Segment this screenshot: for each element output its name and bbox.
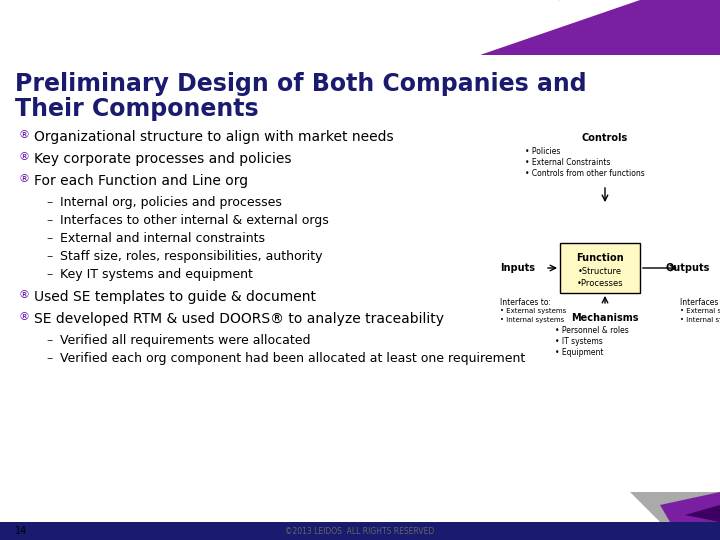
Text: Verified all requirements were allocated: Verified all requirements were allocated [60,334,310,347]
Text: Function: Function [576,253,624,263]
Text: Interfaces to:: Interfaces to: [680,298,720,307]
Text: • Internal systems: • Internal systems [680,317,720,323]
Polygon shape [630,492,720,522]
Text: • Equipment: • Equipment [555,348,603,357]
Text: ®: ® [18,130,29,140]
Text: –: – [46,352,53,365]
Text: –: – [46,250,53,263]
Text: • Personnel & roles: • Personnel & roles [555,326,629,335]
Text: –: – [46,232,53,245]
Text: Used SE templates to guide & document: Used SE templates to guide & document [34,290,316,304]
Text: For each Function and Line org: For each Function and Line org [34,174,248,188]
Text: –: – [46,334,53,347]
Polygon shape [685,505,720,522]
Text: Organizational structure to align with market needs: Organizational structure to align with m… [34,130,394,144]
Text: • Policies: • Policies [525,147,560,156]
Text: –: – [46,268,53,281]
Text: Interfaces to other internal & external orgs: Interfaces to other internal & external … [60,214,329,227]
Text: –: – [46,196,53,209]
Text: Mechanisms: Mechanisms [571,313,639,323]
Bar [560,243,640,293]
Text: • Controls from other functions: • Controls from other functions [525,169,644,178]
Text: • Internal systems: • Internal systems [500,317,564,323]
Text: Key corporate processes and policies: Key corporate processes and policies [34,152,292,166]
Text: Their Components: Their Components [15,97,258,121]
Text: ®: ® [18,174,29,184]
Polygon shape [480,0,720,55]
Text: • External systems: • External systems [500,308,566,314]
Text: 14: 14 [15,526,27,536]
Text: • External Constraints: • External Constraints [525,158,611,167]
Bar [0,522,720,540]
Text: ®: ® [18,312,29,322]
Text: Preliminary Design of Both Companies and: Preliminary Design of Both Companies and [15,72,587,96]
Text: Interfaces to:: Interfaces to: [500,298,551,307]
Polygon shape [660,492,720,522]
Text: ®: ® [18,290,29,300]
Text: –: – [46,214,53,227]
Text: •Structure: •Structure [578,267,622,276]
Text: External and internal constraints: External and internal constraints [60,232,265,245]
Text: Controls: Controls [582,133,628,143]
Text: • External systems: • External systems [680,308,720,314]
Text: • IT systems: • IT systems [555,337,603,346]
Text: Verified each org component had been allocated at least one requirement: Verified each org component had been all… [60,352,526,365]
Text: ©2013 LEIDOS  ALL RIGHTS RESERVED: ©2013 LEIDOS ALL RIGHTS RESERVED [285,526,435,536]
Text: Inputs: Inputs [500,263,535,273]
Text: Key IT systems and equipment: Key IT systems and equipment [60,268,253,281]
Polygon shape [0,0,720,55]
Polygon shape [400,0,640,55]
Text: SE developed RTM & used DOORS® to analyze traceability: SE developed RTM & used DOORS® to analyz… [34,312,444,326]
Text: •Processes: •Processes [577,279,624,288]
Polygon shape [0,0,600,55]
Text: Internal org, policies and processes: Internal org, policies and processes [60,196,282,209]
Text: Outputs: Outputs [665,263,710,273]
Text: Staff size, roles, responsibilities, authority: Staff size, roles, responsibilities, aut… [60,250,323,263]
Text: ®: ® [18,152,29,162]
